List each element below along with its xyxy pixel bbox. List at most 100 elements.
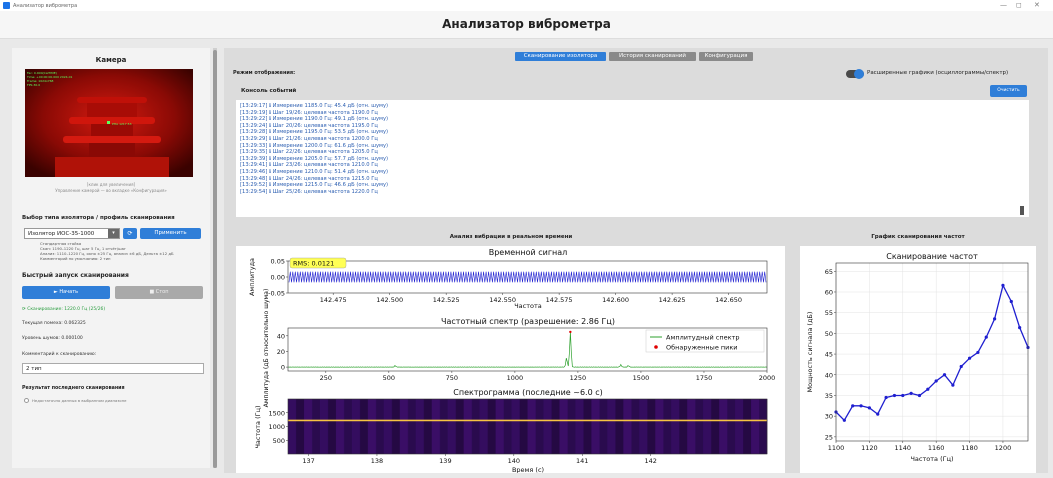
heatmap-cell: [751, 399, 760, 454]
event-log[interactable]: [13:29:17] ℹ Измерение 1185.0 Гц: 45.4 д…: [236, 100, 1029, 217]
y-tick-label: 0: [281, 364, 285, 372]
y-tick-label: 25: [825, 433, 833, 441]
left-panel: Камера PHA 1217.53 Fac: 0.000(CalTIME) T…: [12, 48, 210, 468]
heatmap-cell: [615, 399, 624, 454]
apply-button[interactable]: Применить: [140, 228, 201, 239]
stop-scan-button[interactable]: ■ Стоп: [115, 286, 203, 299]
close-button[interactable]: ✕: [1034, 1, 1040, 9]
heatmap-cell: [655, 399, 664, 454]
heatmap-cell: [471, 399, 481, 454]
tab-history[interactable]: История сканирований: [609, 52, 696, 61]
chart-title: Временной сигнал: [489, 248, 568, 257]
start-scan-button[interactable]: ► Начать: [22, 286, 110, 299]
vibration-plot: Временной сигнал 0.05 0.00 -0.05 142.475 142.…: [236, 246, 785, 474]
y-axis-label: Амплитуда: [248, 258, 256, 296]
camera-view[interactable]: PHA 1217.53 Fac: 0.000(CalTIME) Time: +0…: [25, 69, 193, 177]
comment-input[interactable]: 2 тип: [22, 363, 204, 374]
left-scrollbar[interactable]: [213, 48, 217, 468]
profile-select[interactable]: Изолятор ИОС-35-1000: [24, 228, 120, 239]
y-tick-label: 50: [825, 330, 833, 338]
scan-point: [876, 412, 880, 416]
heatmap-cell: [703, 399, 712, 454]
y-tick-label: 0.00: [271, 274, 285, 282]
comment-label: Комментарий к сканированию:: [22, 352, 97, 357]
heatmap-cell: [735, 399, 744, 454]
x-tick-label: 142.600: [602, 296, 629, 304]
heatmap-cell: [743, 399, 752, 454]
scan-point: [909, 391, 913, 395]
x-tick-label: 500: [383, 374, 395, 382]
minimize-button[interactable]: —: [1000, 1, 1007, 9]
scan-plot: Сканирование частот 25 30 35 40 45 50 55 60 65 110…: [800, 246, 1036, 473]
heatmap-cell: [455, 399, 465, 454]
heatmap-cell: [727, 399, 736, 454]
heatmap-cell: [519, 399, 528, 454]
chart-title: Частотный спектр (разрешение: 2.86 Гц): [441, 317, 615, 326]
tab-config[interactable]: Конфигурация: [699, 52, 753, 61]
legend-item: Амплитудный спектр: [666, 334, 739, 342]
legend-dot-icon: [654, 345, 658, 349]
x-tick-label: 1250: [570, 374, 587, 382]
scan-point: [867, 406, 871, 410]
camera-image: PHA 1217.53 Fac: 0.000(CalTIME) Time: +0…: [25, 69, 193, 177]
camera-title: Камера: [95, 56, 127, 64]
heatmap-cell: [567, 399, 576, 454]
result-radio[interactable]: [24, 398, 29, 403]
chevron-down-icon[interactable]: ▾: [108, 229, 119, 238]
heatmap-cell: [391, 399, 401, 454]
heatmap-cell: [575, 399, 584, 454]
y-tick-label: 60: [825, 288, 833, 296]
heatmap-cell: [375, 399, 385, 454]
scan-point: [901, 393, 905, 398]
log-line: [13:29:54] ℹ Шаг 25/26: целевая частота …: [240, 188, 378, 195]
scan-point: [842, 418, 846, 422]
refresh-button[interactable]: ⟳: [123, 228, 137, 239]
log-line: [13:29:41] ℹ Шаг 23/26: целевая частота …: [240, 162, 378, 169]
log-scrollbar-thumb[interactable]: [1020, 206, 1024, 215]
advanced-plots-toggle[interactable]: [846, 69, 864, 79]
heatmap-cell: [551, 399, 560, 454]
scan-point: [1009, 299, 1013, 304]
scan-point: [984, 335, 988, 339]
plot-frame: [287, 327, 768, 372]
page-title: Анализатор виброметра: [442, 17, 611, 31]
heatmap-cell: [527, 399, 536, 454]
scan-point: [951, 383, 955, 387]
log-line: [13:29:48] ℹ Шаг 24/26: целевая частота …: [240, 175, 378, 182]
display-mode-label: Режим отображения:: [233, 70, 296, 76]
log-line: [13:29:29] ℹ Шаг 21/26: целевая частота …: [240, 136, 378, 142]
y-tick-label: 35: [825, 392, 833, 400]
scan-point: [942, 373, 947, 377]
maximize-button[interactable]: ◻: [1016, 1, 1022, 9]
camera-overlay-line: Frame: 1024x768: [27, 79, 54, 83]
app-icon: [3, 2, 10, 9]
svg-text:PHA 1217.53: PHA 1217.53: [112, 122, 132, 126]
x-tick-label: 1100: [828, 444, 845, 452]
last-result-text: Недостаточно данных в выбранном диапазон…: [32, 398, 127, 403]
plot-frame: [835, 262, 1029, 442]
heatmap-cell: [535, 399, 544, 454]
scan-series-line: [835, 283, 1029, 422]
scan-point: [859, 404, 863, 408]
y-tick-label: 65: [825, 268, 833, 276]
heatmap-cell: [415, 399, 425, 454]
y-axis-label: Амплитуда (дБ относительно шума): [263, 289, 270, 408]
heatmap-cell: [447, 399, 457, 454]
scrollbar-thumb[interactable]: [213, 50, 217, 468]
scan-point: [967, 356, 972, 360]
x-tick-label: 142.650: [715, 296, 742, 304]
clear-console-button[interactable]: Очистить: [990, 85, 1027, 97]
rms-annotation: RMS: 0.0121: [293, 260, 334, 268]
heatmap-cell: [359, 399, 369, 454]
x-tick-label: 1750: [696, 374, 713, 382]
y-tick-label: 20: [277, 348, 285, 356]
heatmap-cell: [319, 399, 329, 454]
heatmap-cell: [351, 399, 361, 454]
heatmap-cell: [367, 399, 377, 454]
tab-scan[interactable]: Сканирование изолятора: [515, 52, 606, 61]
y-tick-label: 1500: [268, 409, 285, 417]
x-axis-label: Частота (Гц): [910, 455, 953, 463]
y-tick-label: 45: [825, 351, 833, 359]
heatmap-cell: [647, 399, 656, 454]
heatmap-cell: [607, 399, 616, 454]
